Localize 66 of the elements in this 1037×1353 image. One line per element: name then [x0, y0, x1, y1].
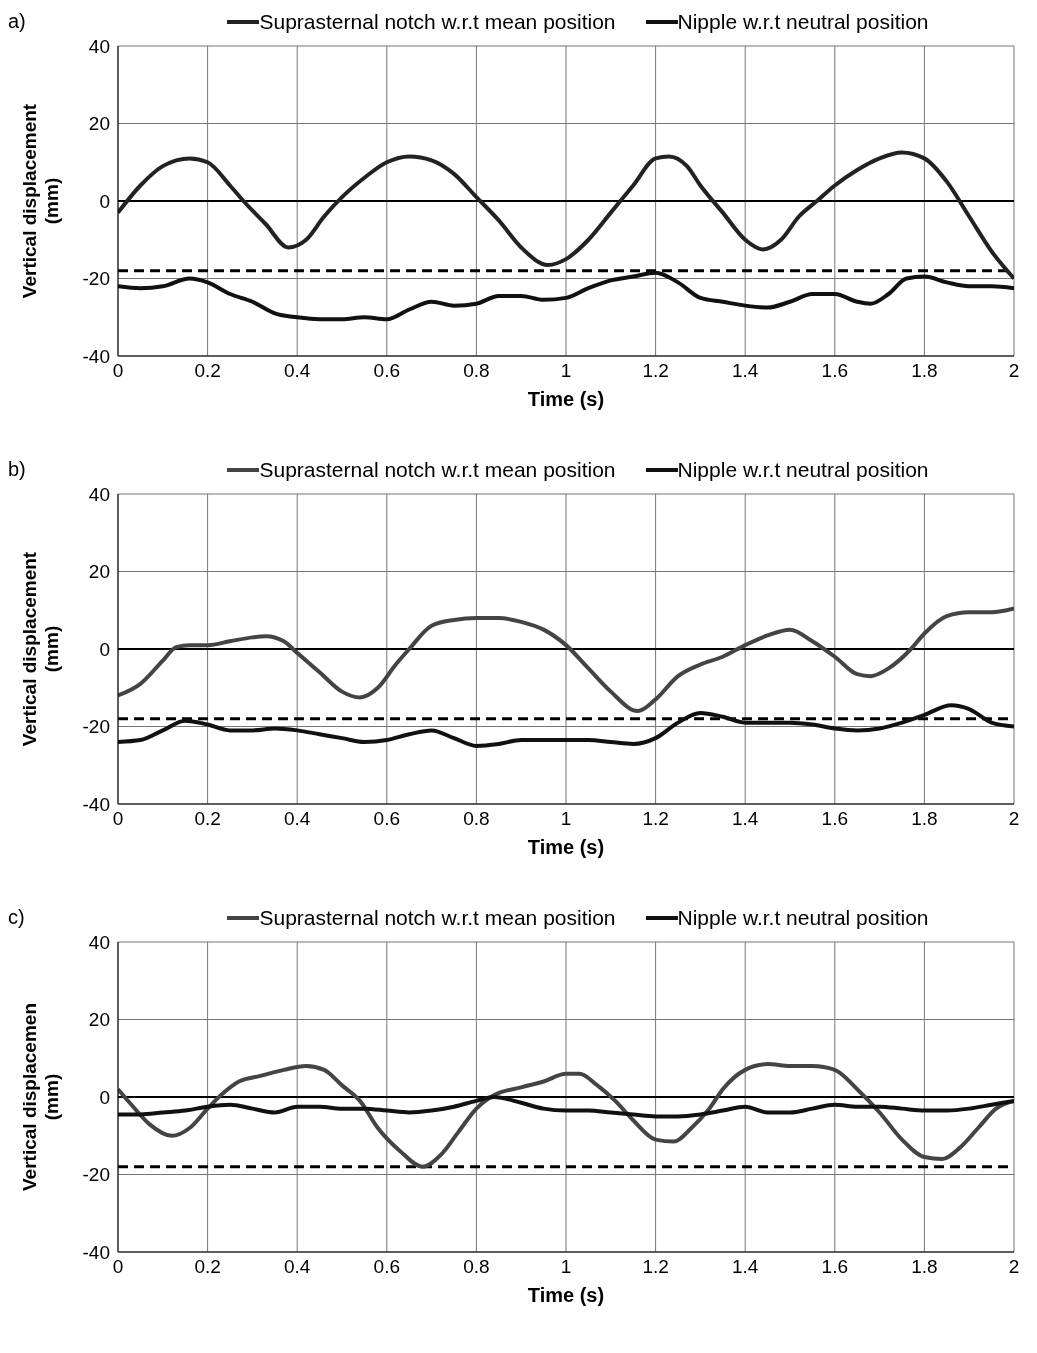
y-axis-title: Vertical displacement (mm) — [19, 103, 62, 299]
y-axis-title: Vertical displacemen (mm) — [19, 1003, 62, 1191]
x-tick-label: 1.4 — [731, 808, 759, 830]
y-tick-label: -40 — [82, 345, 110, 367]
x-tick-label: 0.4 — [283, 360, 311, 382]
x-tick-label: 0.4 — [283, 808, 311, 830]
legend-label: Suprasternal notch w.r.t mean position — [259, 458, 616, 482]
x-axis-title: Time (s) — [527, 1284, 605, 1306]
y-tick-label: 20 — [88, 113, 110, 135]
y-tick-label: 20 — [88, 1009, 110, 1031]
x-tick-label: 0.4 — [283, 1256, 311, 1278]
legend-label: Nipple w.r.t neutral position — [677, 458, 929, 482]
legend-label: Nipple w.r.t neutral position — [677, 10, 929, 34]
y-tick-label: 40 — [88, 931, 110, 953]
y-tick-label: 20 — [88, 561, 110, 583]
x-tick-label: 1.6 — [821, 1256, 849, 1278]
y-tick-label: 0 — [99, 1086, 110, 1108]
x-tick-label: 1.2 — [642, 808, 669, 830]
x-tick-label: 1.2 — [642, 1256, 669, 1278]
x-axis-title: Time (s) — [527, 836, 605, 858]
line-series — [118, 606, 1014, 713]
x-tick-label: 0.6 — [373, 808, 401, 830]
y-tick-label: -20 — [82, 1164, 110, 1186]
x-tick-label: 1.8 — [911, 808, 938, 830]
x-tick-label: 1.8 — [911, 1256, 938, 1278]
y-tick-label: -40 — [82, 793, 110, 815]
x-tick-label: 0.8 — [463, 360, 490, 382]
line-series — [118, 703, 1014, 748]
chart-title: b) — [8, 458, 26, 481]
y-tick-label: 40 — [88, 483, 110, 505]
y-tick-label: 40 — [88, 35, 110, 57]
y-tick-label: -20 — [82, 268, 110, 290]
y-tick-label: -40 — [82, 1241, 110, 1263]
y-tick-label: -20 — [82, 716, 110, 738]
x-tick-label: 1 — [560, 360, 572, 382]
chart-title: a) — [8, 10, 26, 33]
x-tick-label: 1.2 — [642, 360, 669, 382]
x-tick-label: 1 — [560, 1256, 572, 1278]
x-tick-label: 0.8 — [463, 808, 490, 830]
line-series — [118, 1062, 1014, 1169]
y-tick-label: 0 — [99, 638, 110, 660]
x-tick-label: 1.4 — [731, 360, 759, 382]
x-tick-label: 0.6 — [373, 360, 401, 382]
x-axis-title: Time (s) — [527, 388, 605, 410]
x-tick-label: 0.6 — [373, 1256, 401, 1278]
x-tick-label: 1.6 — [821, 360, 849, 382]
legend-label: Suprasternal notch w.r.t mean position — [259, 10, 616, 34]
x-tick-label: 1.6 — [821, 808, 849, 830]
x-tick-label: 2 — [1008, 360, 1020, 382]
line-series — [118, 1095, 1014, 1119]
chart-title: c) — [8, 906, 25, 929]
y-tick-label: 0 — [99, 190, 110, 212]
line-series — [118, 270, 1014, 322]
x-tick-label: 1 — [560, 808, 572, 830]
legend-label: Nipple w.r.t neutral position — [677, 906, 929, 930]
x-tick-label: 0.2 — [194, 360, 221, 382]
x-tick-label: 1.8 — [911, 360, 938, 382]
x-tick-label: 0.2 — [194, 808, 221, 830]
x-tick-label: 0.8 — [463, 1256, 490, 1278]
x-tick-label: 2 — [1008, 808, 1020, 830]
line-series — [118, 150, 1014, 281]
legend-label: Suprasternal notch w.r.t mean position — [259, 906, 616, 930]
x-tick-label: 0.2 — [194, 1256, 221, 1278]
x-tick-label: 1.4 — [731, 1256, 759, 1278]
y-axis-title: Vertical displacement (mm) — [19, 551, 62, 747]
x-tick-label: 2 — [1008, 1256, 1020, 1278]
